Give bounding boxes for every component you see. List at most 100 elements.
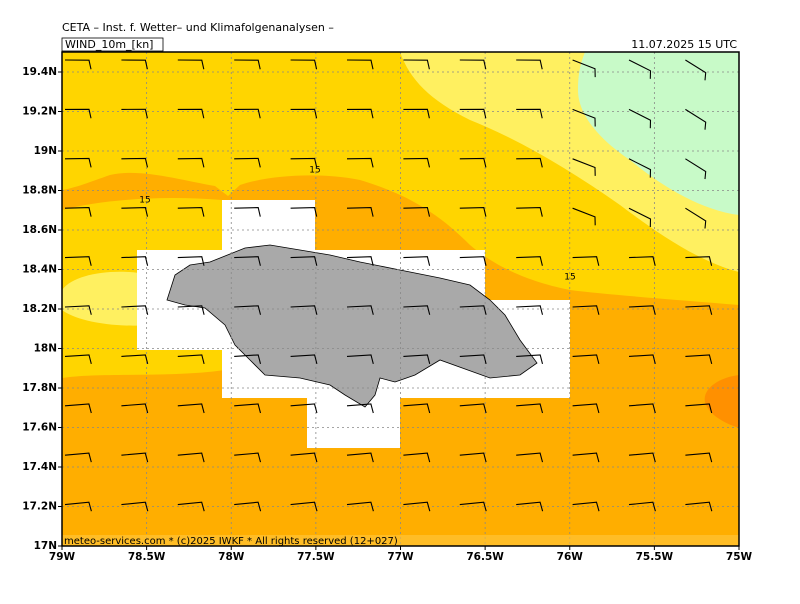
wind-barb bbox=[685, 354, 713, 365]
wind-barb bbox=[403, 501, 431, 512]
wind-barb bbox=[572, 452, 600, 463]
wind-barb bbox=[516, 157, 543, 168]
wind-barb bbox=[516, 452, 544, 463]
wind-barb bbox=[290, 157, 318, 168]
wind-barb bbox=[685, 305, 713, 315]
x-tick-label: 75W bbox=[726, 551, 753, 563]
wind-barb bbox=[516, 256, 543, 266]
wind-barb bbox=[572, 501, 600, 512]
wind-barb bbox=[346, 108, 374, 119]
wind-barb bbox=[403, 157, 431, 168]
wind-barb bbox=[346, 403, 374, 414]
x-tick-label: 76W bbox=[557, 551, 584, 563]
wind-barb bbox=[177, 403, 205, 414]
wind-barb bbox=[234, 354, 262, 365]
wind-barb bbox=[685, 501, 713, 512]
island bbox=[166, 244, 538, 408]
x-tick-label: 77.5W bbox=[297, 551, 335, 563]
wind-barb bbox=[177, 501, 205, 512]
wind-barbs bbox=[64, 59, 713, 512]
wind-barb bbox=[234, 157, 261, 168]
wind-barb bbox=[64, 403, 92, 414]
wind-barb bbox=[177, 354, 205, 365]
date-label: 11.07.2025 15 UTC bbox=[631, 38, 737, 51]
wind-barb bbox=[516, 305, 544, 315]
wind-barb bbox=[459, 403, 487, 414]
wind-barb bbox=[177, 157, 205, 168]
y-tick-label: 17.2N bbox=[22, 501, 57, 513]
wind-barb bbox=[403, 59, 430, 70]
x-tick-label: 77W bbox=[387, 551, 414, 563]
wind-barb bbox=[177, 59, 205, 70]
wind-barb bbox=[572, 403, 600, 414]
band-yellow-left bbox=[62, 271, 150, 326]
wind-barb bbox=[346, 207, 374, 217]
wind-barb bbox=[290, 452, 318, 463]
wind-barb bbox=[516, 207, 543, 217]
wind-barb bbox=[516, 354, 544, 365]
wind-barb bbox=[121, 59, 148, 70]
wind-barb bbox=[685, 108, 707, 130]
wind-barb bbox=[234, 305, 262, 315]
wind-barb bbox=[628, 501, 656, 512]
footer-bg bbox=[62, 535, 739, 546]
wind-barb bbox=[64, 305, 92, 315]
wind-barb bbox=[685, 59, 707, 81]
wind-barb bbox=[516, 108, 543, 119]
footer: meteo-services.com * (c)2025 IWKF * All … bbox=[64, 536, 398, 547]
wind-barb bbox=[459, 452, 487, 463]
wind-barb bbox=[628, 452, 656, 463]
wind-barb bbox=[177, 305, 205, 315]
x-tick-label: 78.5W bbox=[128, 551, 166, 563]
y-tick-label: 19.4N bbox=[22, 66, 57, 78]
wind-barb bbox=[403, 452, 431, 463]
wind-barb bbox=[64, 207, 92, 217]
y-tick-label: 18.8N bbox=[22, 185, 57, 197]
y-tick-label: 18.6N bbox=[22, 224, 57, 236]
wind-barb bbox=[628, 256, 656, 266]
wind-barb bbox=[234, 256, 261, 266]
wind-barb bbox=[516, 403, 544, 414]
wind-barb bbox=[121, 501, 149, 512]
wind-barb bbox=[121, 354, 149, 365]
grid bbox=[62, 52, 739, 546]
wind-barb bbox=[572, 256, 600, 266]
y-tick-label: 19.2N bbox=[22, 106, 57, 118]
y-tick-label: 17.6N bbox=[22, 422, 57, 434]
wind-barb bbox=[346, 256, 374, 266]
band-green bbox=[578, 52, 739, 215]
wind-barb bbox=[459, 256, 487, 266]
wind-barb bbox=[346, 157, 374, 168]
x-tick-label: 75.5W bbox=[636, 551, 674, 563]
wind-barb bbox=[177, 256, 205, 266]
wind-barb bbox=[459, 157, 487, 168]
wind-barb bbox=[403, 354, 431, 365]
wind-barb bbox=[234, 501, 262, 512]
wind-barb bbox=[403, 108, 430, 119]
wind-barb bbox=[290, 354, 318, 365]
wind-barb bbox=[290, 108, 318, 119]
wind-barb bbox=[121, 256, 149, 266]
wind-barb bbox=[572, 207, 596, 226]
x-tick-label: 78W bbox=[218, 551, 245, 563]
wind-barb bbox=[64, 501, 92, 512]
wind-barb bbox=[121, 108, 148, 119]
wind-barb bbox=[459, 305, 487, 315]
wind-barb bbox=[234, 207, 261, 217]
wind-barb bbox=[572, 158, 596, 176]
x-tick-label: 79W bbox=[49, 551, 76, 563]
wind-barb bbox=[290, 256, 318, 266]
wind-barb bbox=[290, 501, 318, 512]
y-tick-label: 17N bbox=[34, 540, 57, 552]
wind-barb bbox=[290, 305, 318, 315]
wind-barb bbox=[64, 157, 92, 168]
wind-barb bbox=[290, 59, 318, 70]
wind-barb bbox=[628, 305, 656, 315]
y-tick-label: 18N bbox=[34, 343, 57, 355]
wind-barb bbox=[572, 354, 600, 365]
wind-barb bbox=[121, 207, 149, 217]
wind-barb bbox=[234, 403, 262, 414]
wind-barb bbox=[572, 59, 596, 78]
wind-barb bbox=[685, 403, 713, 414]
